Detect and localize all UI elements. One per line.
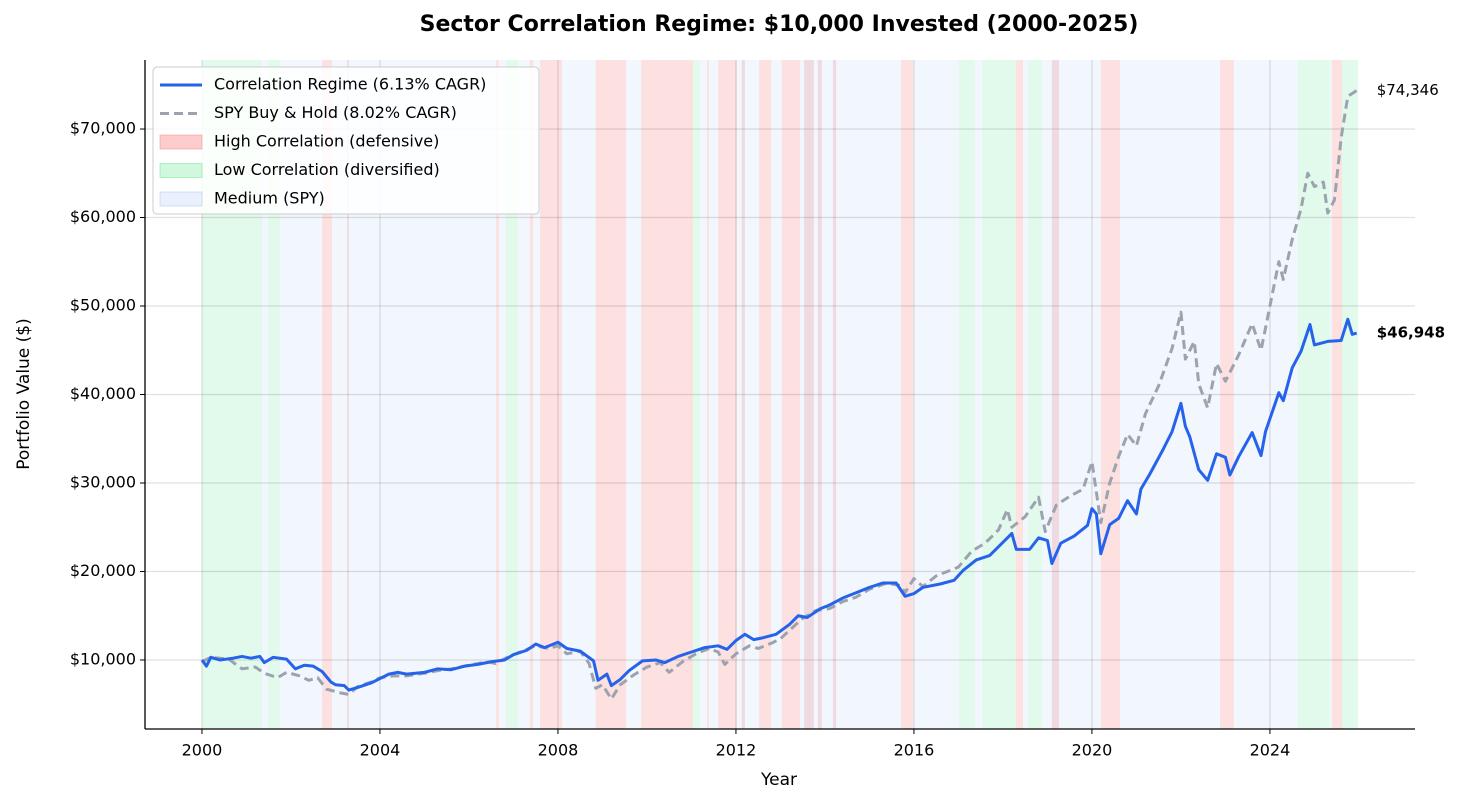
- regime-band: [496, 60, 499, 729]
- legend-label: High Correlation (defensive): [214, 132, 439, 151]
- regime-band: [692, 60, 700, 729]
- chart-title: Sector Correlation Regime: $10,000 Inves…: [420, 12, 1139, 37]
- regime-band: [1027, 60, 1043, 729]
- legend-patch: [159, 191, 203, 207]
- series-line: [201, 89, 1358, 701]
- regime-band: [540, 60, 562, 729]
- regime-band: [641, 60, 693, 729]
- regime-band: [699, 60, 708, 729]
- x-tick-label: 2020: [1072, 741, 1113, 760]
- regime-band: [347, 60, 349, 729]
- y-tick-label: $70,000: [70, 119, 136, 138]
- regime-band: [817, 60, 822, 729]
- regime-band: [1022, 60, 1028, 729]
- regime-band: [1119, 60, 1221, 729]
- regime-band: [1051, 60, 1060, 729]
- x-tick-label: 2000: [182, 741, 223, 760]
- end-label: $74,346: [1377, 81, 1439, 99]
- regime-band: [759, 60, 772, 729]
- legend-label: Medium (SPY): [214, 189, 325, 208]
- legend-patch: [159, 134, 203, 150]
- regime-band: [707, 60, 709, 729]
- regime-band: [529, 60, 534, 729]
- regime-band: [1042, 60, 1101, 729]
- series-line: [200, 317, 1358, 692]
- legend-patch: [159, 163, 203, 178]
- regime-band: [913, 60, 959, 729]
- x-tick-label: 2012: [716, 741, 757, 760]
- regime-band: [974, 60, 983, 729]
- regime-band: [498, 60, 506, 729]
- regime-band: [1100, 60, 1120, 729]
- regime-band: [626, 60, 642, 729]
- regime-band: [800, 60, 902, 729]
- regime-band: [982, 60, 1016, 729]
- regime-band: [1331, 60, 1343, 729]
- x-tick-label: 2008: [538, 741, 579, 760]
- regime-band: [1233, 60, 1298, 729]
- regime-band: [958, 60, 975, 729]
- regime-band: [718, 60, 737, 729]
- legend-label: SPY Buy & Hold (8.02% CAGR): [214, 103, 457, 122]
- y-axis-label: Portfolio Value ($): [14, 318, 34, 470]
- legend-label: Correlation Regime (6.13% CAGR): [214, 75, 486, 94]
- regime-band: [1342, 60, 1359, 729]
- regime-band: [1330, 60, 1332, 729]
- legend-box: [152, 66, 540, 215]
- regime-band: [262, 60, 268, 729]
- y-tick-label: $50,000: [70, 296, 136, 315]
- regime-band: [517, 60, 530, 729]
- regime-band: [1220, 60, 1234, 729]
- x-tick-label: 2016: [894, 741, 935, 760]
- regime-band: [781, 60, 801, 729]
- regime-band: [595, 60, 627, 729]
- regime-band: [322, 60, 332, 729]
- legend-label: Low Correlation (diversified): [214, 160, 440, 179]
- regime-band: [741, 60, 745, 729]
- end-label: $46,948: [1377, 324, 1445, 342]
- regime-band: [1297, 60, 1331, 729]
- regime-band: [804, 60, 814, 729]
- regime-band: [901, 60, 914, 729]
- regime-band: [533, 60, 541, 729]
- regime-band: [736, 60, 760, 729]
- legend: Correlation Regime (6.13% CAGR) SPY Buy &…: [152, 66, 540, 215]
- regime-band: [708, 60, 719, 729]
- regime-band: [505, 60, 518, 729]
- y-tick-label: $60,000: [70, 207, 136, 226]
- regime-band: [771, 60, 782, 729]
- y-tick-label: $10,000: [70, 649, 136, 668]
- regime-band: [832, 60, 837, 729]
- regime-band: [267, 60, 280, 729]
- y-tick-label: $40,000: [70, 384, 136, 403]
- regime-band: [561, 60, 596, 729]
- regime-band: [1015, 60, 1023, 729]
- x-tick-label: 2004: [360, 741, 401, 760]
- y-tick-label: $20,000: [70, 561, 136, 580]
- y-tick-label: $30,000: [70, 472, 136, 491]
- x-axis-label: Year: [760, 770, 797, 790]
- x-tick-label: 2024: [1250, 741, 1291, 760]
